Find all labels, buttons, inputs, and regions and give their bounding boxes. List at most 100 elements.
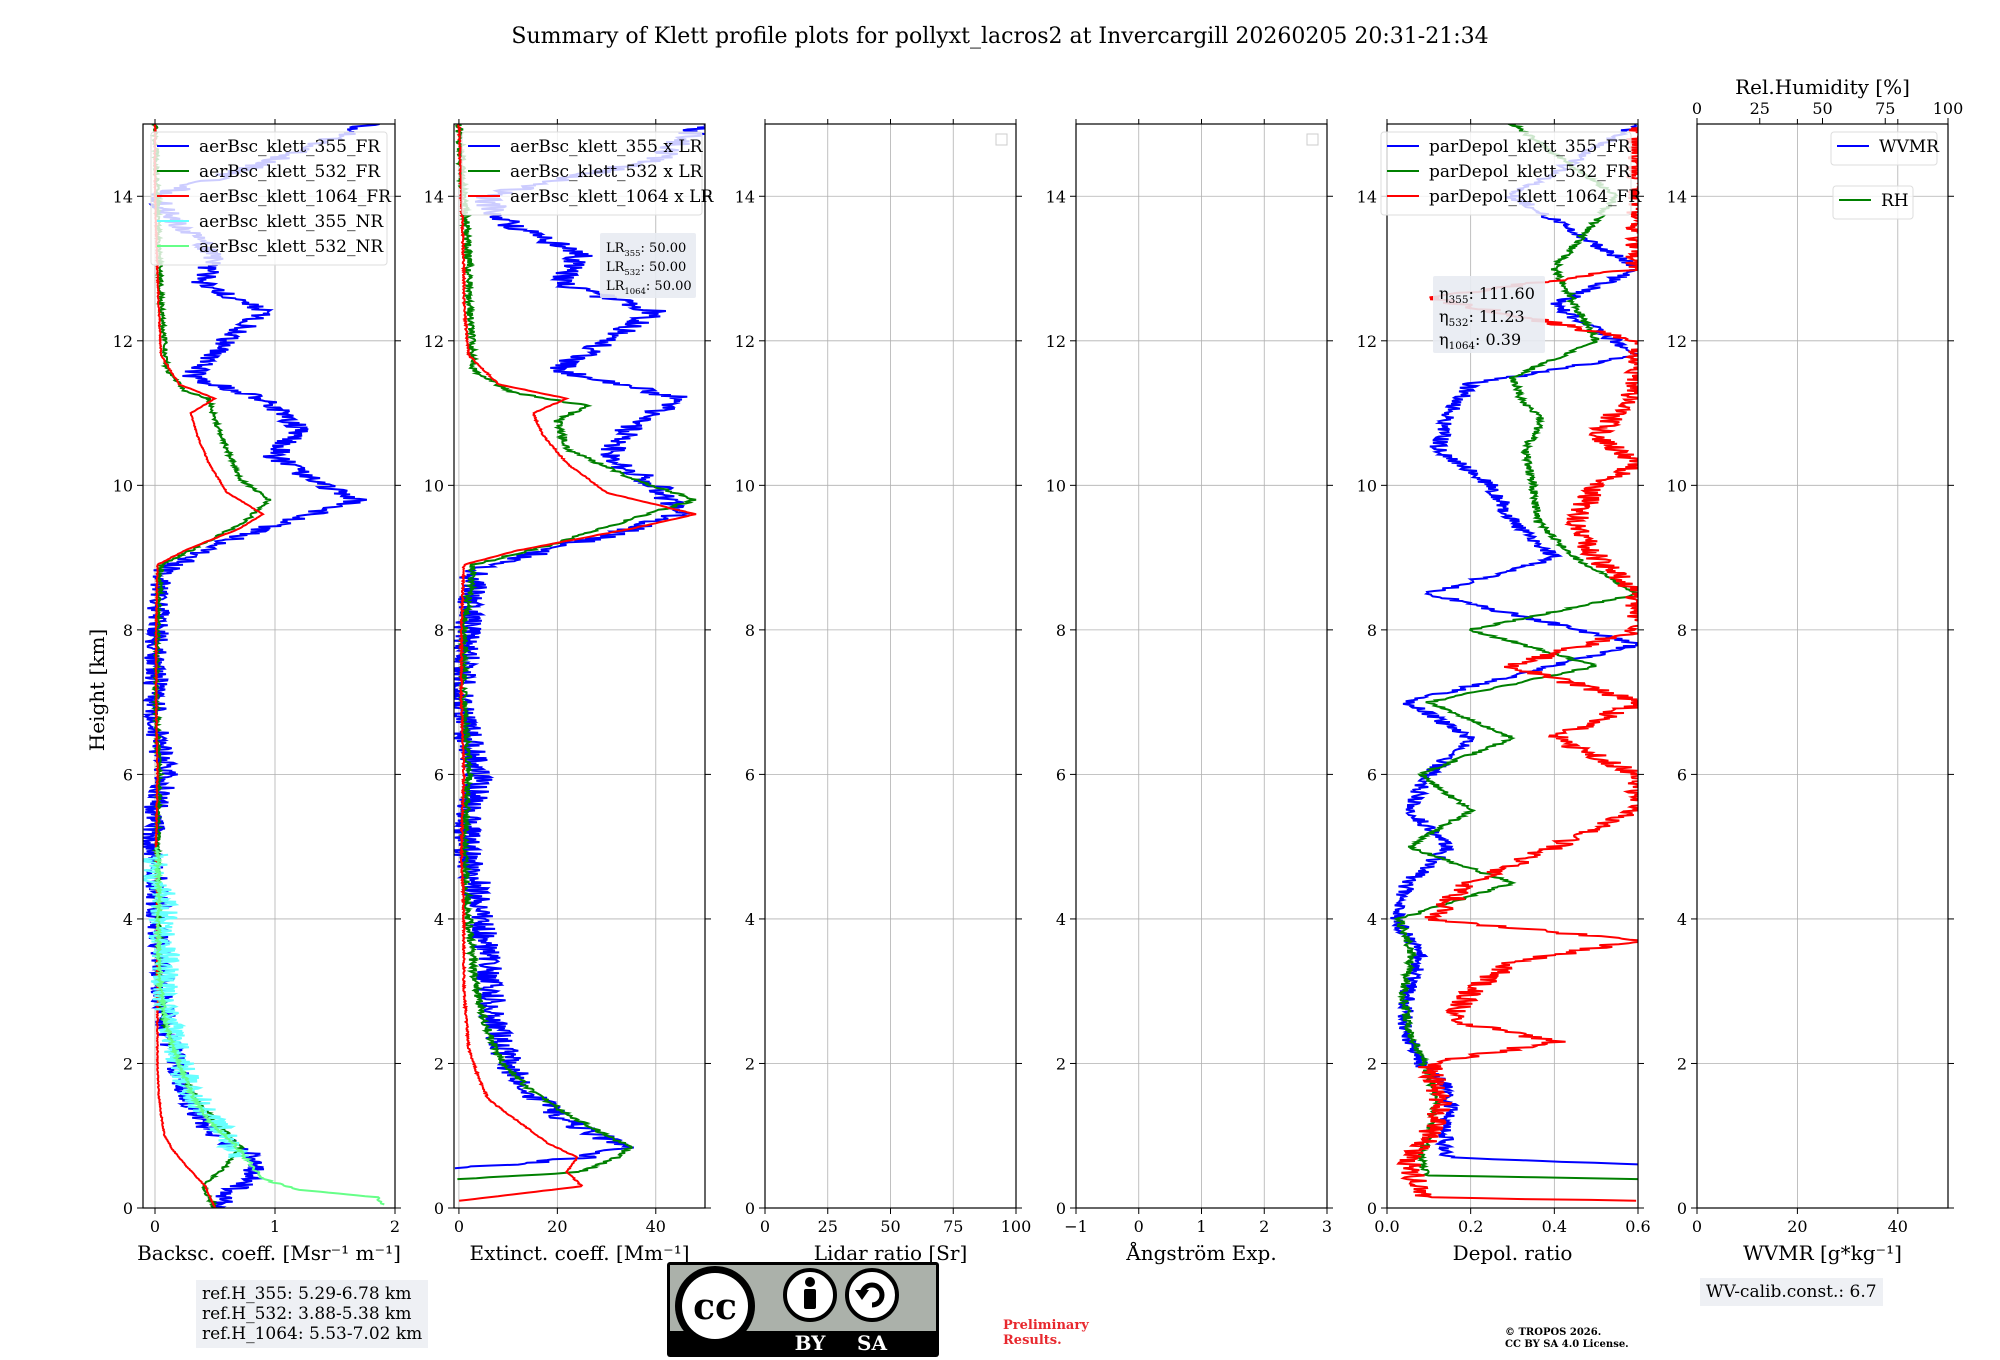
x-tick-label: 75 <box>943 1217 963 1236</box>
x-tick-label: 25 <box>818 1217 838 1236</box>
series-aerBsc_klett_1064_FR <box>153 124 265 1208</box>
lidar-ratio-box-row: LR355: 50.00 <box>606 241 686 258</box>
x-axis-label: Depol. ratio <box>1453 1241 1573 1265</box>
top-x-tick-label: 50 <box>1812 99 1832 118</box>
y-tick-label: 12 <box>1046 332 1066 351</box>
ref-height-355: ref.H_355: 5.29-6.78 km <box>202 1284 412 1304</box>
top-x-tick-label: 25 <box>1750 99 1770 118</box>
x-tick-label: 20 <box>1787 1217 1807 1236</box>
lidar-ratio-box-row: LR532: 50.00 <box>606 260 686 277</box>
y-tick-label: 6 <box>123 765 133 784</box>
y-tick-label: 6 <box>434 765 444 784</box>
empty-legend <box>995 133 1008 146</box>
cc-license-logo: cc BY SA <box>667 1262 939 1357</box>
x-tick-label: 1 <box>270 1217 280 1236</box>
y-tick-label: 8 <box>745 621 755 640</box>
x-tick-label: 100 <box>1001 1217 1032 1236</box>
y-tick-label: 12 <box>424 332 444 351</box>
y-tick-label: 0 <box>1056 1199 1066 1218</box>
y-tick-label: 4 <box>1677 910 1687 929</box>
y-tick-label: 8 <box>1056 621 1066 640</box>
x-tick-label: 40 <box>646 1217 666 1236</box>
x-tick-label: 0 <box>454 1217 464 1236</box>
y-tick-label: 14 <box>1357 187 1377 206</box>
y-tick-label: 2 <box>434 1054 444 1073</box>
x-tick-label: 0.6 <box>1625 1217 1650 1236</box>
y-tick-label: 12 <box>1667 332 1687 351</box>
panel-depol: 0 2 4 6 8 10 12 14 0.0 0.2 0.4 0.6 Depol. ratio parDe… <box>1357 119 1651 1265</box>
series-aerBsc_klett_532 x LR <box>455 124 697 1181</box>
top-x-tick-label: 0 <box>1692 99 1702 118</box>
series-aerBsc_klett_355_NR <box>143 853 249 1159</box>
panel-extinction: 0 2 4 6 8 10 12 14 0 20 40 Extinct. coeff. [Mm⁻¹] ae… <box>424 119 714 1265</box>
y-tick-label: 4 <box>123 910 133 929</box>
y-tick-label: 14 <box>424 187 444 206</box>
legend-wvmr <box>1830 131 1938 166</box>
top-x-tick-label: 75 <box>1875 99 1895 118</box>
y-tick-label: 4 <box>1367 910 1377 929</box>
y-tick-label: 10 <box>113 476 133 495</box>
legend-label: aerBsc_klett_1064_FR <box>199 187 392 207</box>
axes-frame <box>1696 123 1949 1209</box>
x-tick-label: 20 <box>547 1217 567 1236</box>
copyright-note: © TROPOS 2026. CC BY SA 4.0 License. <box>1505 1327 1629 1351</box>
x-tick-label: 1 <box>1196 1217 1206 1236</box>
empty-legend <box>1306 133 1319 146</box>
x-tick-label: 0.2 <box>1458 1217 1483 1236</box>
y-tick-label: 12 <box>113 332 133 351</box>
legend-label: aerBsc_klett_355_FR <box>199 137 381 157</box>
y-tick-label: 4 <box>434 910 444 929</box>
x-tick-label: 0 <box>1134 1217 1144 1236</box>
reference-height-box: ref.H_355: 5.29-6.78 km ref.H_532: 3.88-… <box>196 1280 429 1348</box>
lidar-ratio-box <box>600 233 696 298</box>
x-tick-label: 2 <box>390 1217 400 1236</box>
x-axis-label: Lidar ratio [Sr] <box>814 1241 968 1265</box>
legend-rh <box>1832 185 1914 220</box>
legend-label: aerBsc_klett_355 x LR <box>510 137 704 157</box>
copyright-line-2: CC BY SA 4.0 License. <box>1505 1339 1629 1350</box>
wv-calibration-box: WV-calib.const.: 6.7 <box>1700 1278 1883 1306</box>
axes-frame <box>142 123 396 1209</box>
prelim-line-1: Preliminary <box>1003 1318 1089 1333</box>
legend-depol <box>1380 131 1632 216</box>
legend-label: aerBsc_klett_532 x LR <box>510 162 704 182</box>
eta-box-row: η355: 111.60 <box>1439 284 1535 306</box>
y-tick-label: 2 <box>1367 1054 1377 1073</box>
legend-label: WVMR <box>1879 137 1940 157</box>
lidar-ratio-box-row: LR1064: 50.00 <box>606 279 692 296</box>
y-tick-label: 6 <box>745 765 755 784</box>
y-tick-label: 2 <box>123 1054 133 1073</box>
legend-label: aerBsc_klett_532_FR <box>199 162 381 182</box>
x-tick-label: −1 <box>1064 1217 1088 1236</box>
x-tick-label: 3 <box>1322 1217 1332 1236</box>
x-tick-label: 50 <box>880 1217 900 1236</box>
x-tick-label: 0 <box>1692 1217 1702 1236</box>
x-tick-label: 40 <box>1888 1217 1908 1236</box>
x-tick-label: 0 <box>760 1217 770 1236</box>
prelim-line-2: Results. <box>1003 1333 1062 1348</box>
x-tick-label: 0.0 <box>1374 1217 1399 1236</box>
legend-label: parDepol_klett_1064_FR <box>1429 187 1642 207</box>
top-x-axis-label: Rel.Humidity [%] <box>1735 75 1910 99</box>
x-tick-label: 2 <box>1259 1217 1269 1236</box>
y-tick-label: 6 <box>1677 765 1687 784</box>
cc-logo-text: cc <box>693 1286 737 1328</box>
eta-box-row: η1064: 0.39 <box>1439 330 1521 352</box>
eta-box <box>1433 276 1545 353</box>
series-aerBsc_klett_1064 x LR <box>456 124 697 1202</box>
y-tick-label: 4 <box>745 910 755 929</box>
x-tick-label: 0 <box>150 1217 160 1236</box>
y-tick-label: 10 <box>1667 476 1687 495</box>
legend-backscatter <box>150 131 388 266</box>
y-tick-label: 8 <box>1677 621 1687 640</box>
data-lines <box>143 124 385 1208</box>
y-tick-label: 2 <box>745 1054 755 1073</box>
y-tick-label: 10 <box>1357 476 1377 495</box>
panel-lidar_ratio: 0 2 4 6 8 10 12 14 0 25 50 75 100 Lidar ratio [Sr] <box>735 119 1032 1265</box>
y-tick-label: 10 <box>1046 476 1066 495</box>
y-tick-label: 6 <box>1056 765 1066 784</box>
